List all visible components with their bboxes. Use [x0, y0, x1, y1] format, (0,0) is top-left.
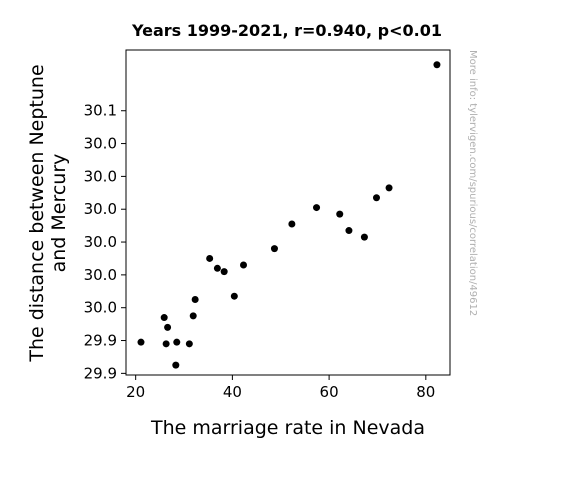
- data-point-7: [185, 340, 193, 348]
- x-tick-label: 20: [126, 383, 145, 401]
- y-tick-label: 29.9: [84, 332, 117, 350]
- y-axis-label-line-1: The distance between Neptune: [26, 64, 48, 362]
- data-point-8: [189, 312, 197, 320]
- data-point-2: [160, 314, 168, 322]
- x-tick-label: 80: [416, 383, 435, 401]
- data-point-12: [220, 268, 228, 276]
- data-point-22: [385, 184, 393, 192]
- chart-title: Years 1999-2021, r=0.940, p<0.01: [131, 21, 442, 40]
- data-point-5: [172, 361, 180, 369]
- data-point-9: [191, 295, 199, 303]
- data-point-17: [313, 204, 321, 212]
- data-point-18: [336, 210, 344, 218]
- data-point-11: [213, 264, 221, 272]
- data-point-14: [240, 261, 248, 269]
- y-tick-label: 30.0: [84, 299, 117, 317]
- data-point-16: [288, 220, 296, 228]
- y-tick-label: 30.0: [84, 233, 117, 251]
- data-point-19: [345, 227, 353, 235]
- data-point-23: [433, 61, 441, 69]
- plot-area-frame: [125, 49, 451, 376]
- y-tick-label: 30.0: [84, 135, 117, 153]
- data-point-3: [162, 340, 170, 348]
- data-points: [137, 61, 441, 369]
- y-axis: 29.9 29.9 30.0 30.0 30.0 30.0 30.0 30.0 30.1: [84, 102, 126, 382]
- x-tick-label: 60: [320, 383, 339, 401]
- data-point-1: [137, 338, 145, 346]
- data-point-21: [372, 194, 380, 202]
- y-tick-label: 29.9: [84, 364, 117, 382]
- data-point-20: [360, 233, 368, 241]
- y-tick-label: 30.0: [84, 167, 117, 185]
- y-tick-label: 30.1: [84, 102, 117, 120]
- x-tick-label: 40: [223, 383, 242, 401]
- data-point-4: [164, 323, 172, 331]
- y-tick-label: 30.0: [84, 266, 117, 284]
- x-axis: 20 40 60 80: [126, 375, 435, 401]
- y-tick-label: 30.0: [84, 200, 117, 218]
- y-axis-label-line-2: and Mercury: [48, 154, 70, 273]
- source-note: More info: tylervigen.com/spurious/corre…: [467, 50, 478, 316]
- x-axis-label: The marriage rate in Nevada: [150, 417, 425, 439]
- data-point-15: [270, 245, 278, 253]
- data-point-6: [173, 338, 181, 346]
- data-point-13: [230, 292, 238, 300]
- data-point-10: [206, 254, 214, 262]
